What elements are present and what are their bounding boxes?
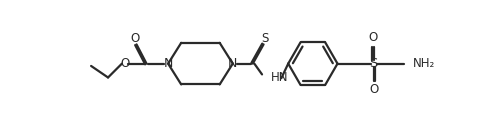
Text: O: O bbox=[130, 32, 139, 45]
Text: N: N bbox=[163, 57, 172, 70]
Text: N: N bbox=[227, 57, 237, 70]
Text: S: S bbox=[261, 32, 268, 45]
Text: HN: HN bbox=[271, 71, 288, 84]
Text: O: O bbox=[367, 31, 377, 44]
Text: NH₂: NH₂ bbox=[412, 57, 434, 70]
Text: O: O bbox=[120, 57, 129, 70]
Text: S: S bbox=[369, 57, 377, 70]
Text: O: O bbox=[369, 83, 378, 96]
